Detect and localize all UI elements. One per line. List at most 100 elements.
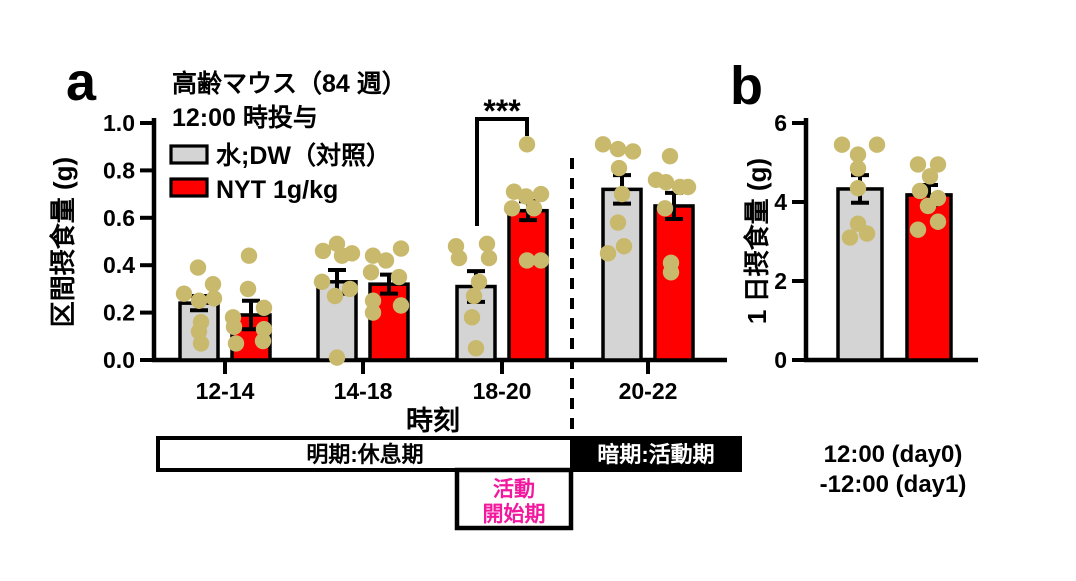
y-tick-label: 0 (774, 347, 787, 373)
data-point (858, 225, 876, 242)
data-point (239, 280, 257, 298)
panel-b-y-axis-label: 1 日摂食量 (g) (742, 158, 772, 324)
y-tick-label: 0.8 (103, 157, 135, 183)
bar-control (601, 187, 643, 362)
data-point (532, 185, 550, 203)
light-phase-label: 明期:休息期 (306, 442, 423, 467)
y-tick-label: 1.0 (103, 110, 135, 136)
data-point (909, 156, 927, 173)
data-point (313, 273, 331, 290)
legend: 水;DW（対照） NYT 1g/kg (169, 141, 391, 204)
data-point (532, 252, 550, 269)
data-point (610, 159, 628, 177)
data-point (328, 349, 346, 366)
data-point (833, 136, 851, 153)
data-point (503, 200, 521, 217)
light-phase-box (156, 436, 574, 472)
data-point (392, 297, 410, 314)
data-point (929, 156, 947, 173)
x-tick-label: 18-20 (473, 378, 532, 404)
panel-a-x-axis-label: 時刻 (406, 405, 460, 436)
phase-boxes: 明期:休息期 暗期:活動期 活動 開始期 (156, 436, 742, 531)
y-tick-label: 0.6 (103, 205, 135, 231)
data-point (656, 200, 674, 217)
significance-label: *** (483, 93, 521, 129)
y-tick-label: 0.2 (103, 300, 135, 326)
data-point (609, 140, 627, 158)
data-point (450, 249, 468, 267)
legend-swatch-control (169, 144, 209, 165)
data-point (254, 332, 272, 350)
data-point (314, 242, 332, 260)
data-point (470, 273, 488, 290)
x-tick-label: 12-14 (196, 378, 255, 404)
data-point (364, 247, 382, 264)
data-point (909, 221, 927, 238)
data-point (227, 335, 245, 352)
activity-onset-label-line1: 活動 (493, 478, 535, 501)
data-point (192, 335, 210, 352)
y-tick-label: 4 (774, 189, 787, 215)
significance-bracket (475, 117, 529, 226)
y-tick-label: 6 (774, 110, 787, 136)
data-point (392, 240, 410, 257)
data-point (849, 160, 867, 177)
data-point (364, 304, 382, 321)
data-point (841, 229, 859, 246)
data-point (599, 245, 617, 262)
panel-a-title-line2: 12:00 時投与 (172, 103, 318, 132)
data-point (364, 292, 382, 309)
data-point (255, 320, 273, 338)
data-point (661, 147, 679, 165)
data-point (225, 318, 243, 336)
data-point (662, 264, 680, 281)
x-tick-label: 14-18 (334, 378, 393, 404)
data-point (868, 136, 886, 153)
data-point (204, 275, 222, 293)
legend-label-control: 水;DW（対照） (216, 141, 391, 170)
data-point (679, 178, 697, 196)
y-tick-label: 2 (774, 268, 787, 294)
data-point (480, 249, 498, 267)
panel-b-chart: 0 2 4 6 (774, 110, 978, 373)
data-point (609, 214, 627, 231)
panel-a-y-axis-label: 区間摂食量 (g) (48, 157, 78, 327)
data-point (190, 292, 208, 309)
data-point (255, 299, 273, 317)
panel-b-x-label-line1: 12:00 (day0) (824, 441, 963, 468)
activity-onset-box (454, 467, 574, 531)
data-point (919, 197, 937, 215)
panel-b-x-label-line2: -12:00 (day1) (820, 471, 967, 498)
data-point (362, 264, 380, 281)
data-point (478, 235, 496, 253)
data-point (849, 179, 867, 197)
panel-a: a 高齢マウス（84 週） 12:00 時投与 水;DW（対照） NYT 1g/… (48, 52, 742, 531)
data-point (929, 213, 947, 230)
data-point (189, 259, 207, 276)
data-point (390, 268, 408, 286)
y-tick-label: 0.0 (103, 347, 135, 373)
panel-a-chart: 0.0 0.2 0.4 0.6 0.8 1.0 12-14 14-18 18-20 20-22 (103, 110, 727, 404)
bar-nyt (653, 204, 695, 362)
data-point (911, 182, 929, 200)
data-point (377, 252, 395, 269)
activity-onset-label-line2: 開始期 (483, 502, 546, 526)
panel-b-letter: b (730, 56, 763, 116)
dark-phase-label: 暗期:活動期 (597, 442, 714, 467)
panel-a-title-line1: 高齢マウス（84 週） (172, 69, 407, 98)
data-point (615, 238, 633, 255)
data-point (175, 285, 193, 302)
x-tick-label: 20-22 (619, 378, 678, 404)
data-point (624, 143, 642, 160)
data-point (205, 290, 223, 307)
legend-label-nyt: NYT 1g/kg (216, 176, 338, 204)
data-point (333, 247, 351, 264)
data-point (525, 200, 543, 217)
data-point (465, 287, 483, 305)
data-point (518, 136, 536, 153)
data-point (517, 188, 535, 205)
panel-b: b 1 日摂食量 (g) 0 2 4 6 12:00 (day0) -12:00 (d… (730, 56, 978, 498)
panel-a-letter: a (66, 52, 97, 112)
